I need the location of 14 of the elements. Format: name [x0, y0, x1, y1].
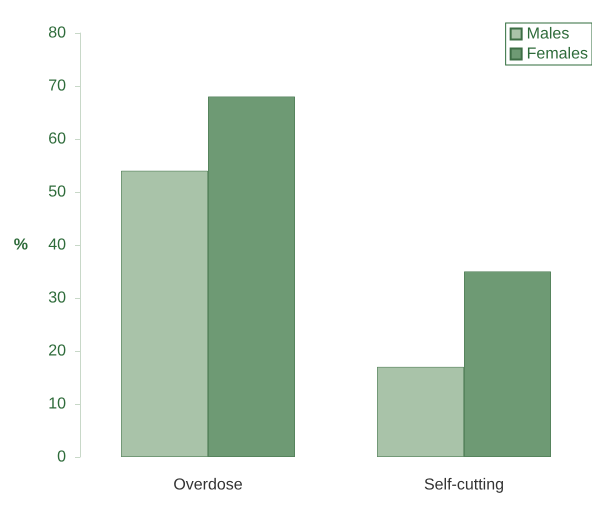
y-tick-label: 10: [48, 396, 66, 412]
y-tick-label: 50: [48, 184, 66, 200]
y-tick-label: 30: [48, 290, 66, 306]
y-tick-label: 20: [48, 342, 66, 360]
y-axis-title: %: [14, 236, 28, 254]
legend-label: Males: [526, 26, 570, 42]
y-tick-label: 40: [48, 236, 66, 254]
x-tick-label: Overdose: [173, 476, 243, 494]
x-tick-label: Self-cutting: [424, 476, 504, 494]
y-tick-label: 80: [48, 24, 66, 42]
y-tick-label: 0: [57, 448, 66, 466]
y-tick-label: 70: [48, 78, 66, 94]
y-tick-label: 60: [48, 130, 66, 148]
legend-label: Females: [526, 46, 588, 62]
